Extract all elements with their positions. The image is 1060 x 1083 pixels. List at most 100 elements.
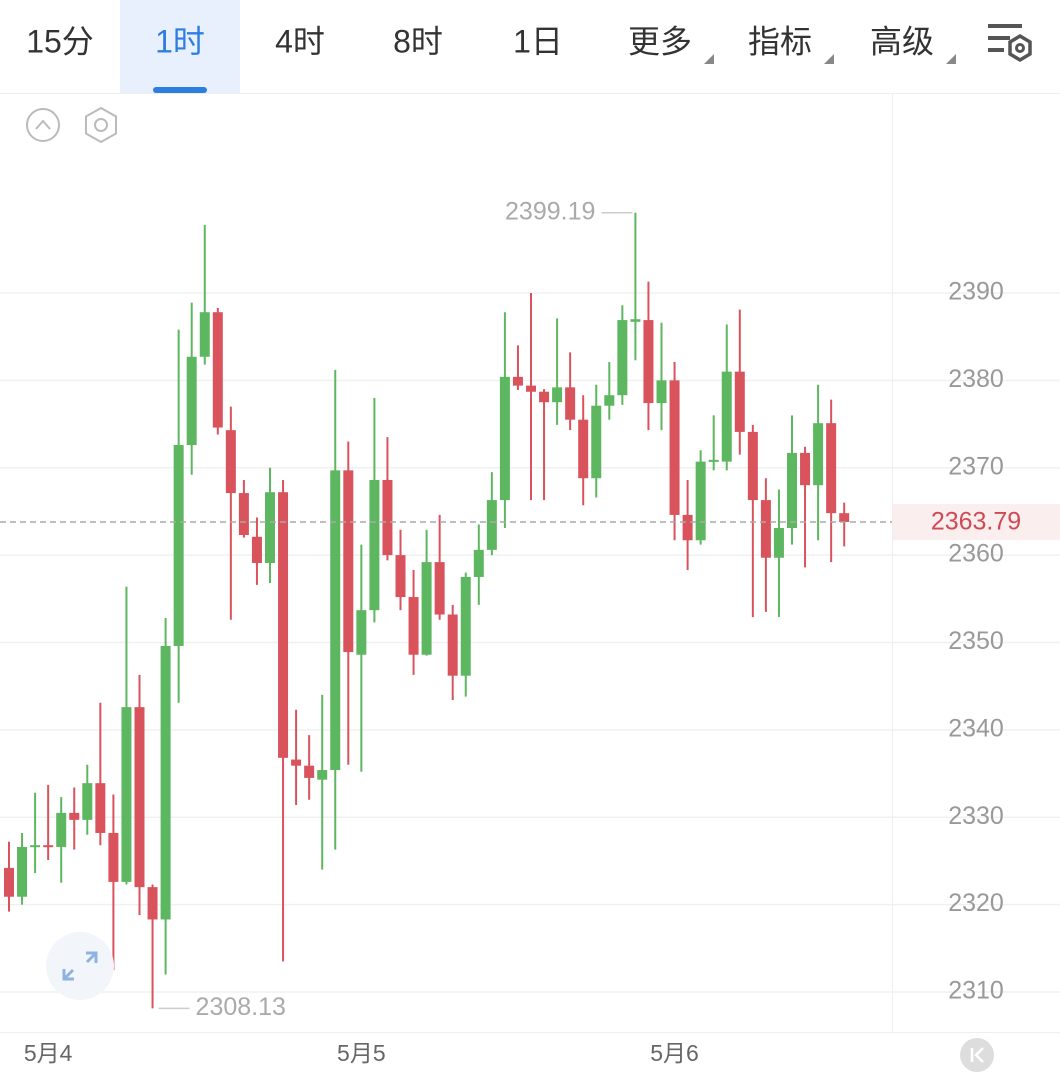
candle-body: [813, 423, 824, 486]
candle-body: [539, 391, 550, 403]
candle-body: [278, 492, 289, 758]
candle-body: [160, 645, 171, 920]
x-tick-label: 5月6: [650, 1040, 699, 1066]
candle-body: [591, 405, 602, 479]
tabs: 15分 1时 4时 8时 1日 更多 指标 高级: [26, 0, 956, 93]
candle-body: [199, 312, 210, 357]
candle-body: [134, 707, 145, 888]
tab[interactable]: 高级: [870, 23, 934, 59]
candle-body: [30, 845, 41, 848]
candle-body: [734, 371, 745, 432]
tab[interactable]: 1日: [513, 23, 563, 59]
y-tick-label: 2310: [948, 977, 1004, 1005]
candle-body: [304, 765, 315, 778]
candle-body: [82, 783, 93, 820]
candle-body: [669, 380, 680, 515]
y-tick-label: 2330: [948, 802, 1004, 830]
candle-body: [343, 470, 354, 653]
candle-body: [56, 812, 67, 847]
tab[interactable]: 4时: [275, 23, 325, 59]
candle-body: [486, 500, 497, 550]
candle-body: [682, 514, 693, 541]
candle-body: [695, 461, 706, 541]
y-tick-label: 2350: [948, 627, 1004, 655]
candle-body: [526, 385, 536, 392]
candle-body: [369, 479, 380, 611]
candle-body: [565, 387, 576, 420]
x-tick-label: 5月5: [337, 1040, 386, 1066]
x-tick-label: 5月4: [24, 1040, 73, 1066]
tab[interactable]: 1时: [155, 23, 205, 59]
max-label: 2399.19: [505, 197, 595, 225]
candle-body: [251, 536, 262, 563]
candle-body: [721, 371, 732, 462]
candle-body: [499, 376, 510, 501]
last-price-bg: [893, 503, 1060, 540]
candle-body: [460, 576, 471, 676]
candle-body: [147, 887, 158, 920]
dropdown-triangle: [824, 54, 834, 64]
candle-body: [617, 320, 628, 396]
candle-body: [291, 759, 302, 766]
candle-body: [69, 812, 80, 820]
tab[interactable]: 15分: [26, 23, 94, 59]
candle-body: [4, 867, 14, 897]
candle-body: [708, 459, 719, 462]
y-tick-label: 2360: [948, 540, 1004, 568]
dropdown-triangle: [704, 54, 714, 64]
candle-body: [839, 513, 850, 522]
candle-body: [578, 419, 589, 479]
candle-body: [787, 452, 797, 529]
candle-body: [656, 380, 667, 404]
dropdown-triangle: [946, 54, 956, 64]
candle-body: [604, 395, 615, 406]
candle-body: [43, 845, 54, 848]
candle-body: [473, 549, 484, 577]
active-tab-bg: [120, 0, 240, 93]
candle-body: [17, 846, 28, 897]
candle-body: [95, 783, 106, 833]
candle-body: [760, 500, 771, 558]
candle-body: [356, 610, 367, 655]
tab[interactable]: 8时: [393, 23, 443, 59]
y-tick-label: 2370: [948, 452, 1004, 480]
candle-body: [212, 312, 223, 428]
settings-icon[interactable]: [988, 24, 1032, 63]
settings-button[interactable]: [85, 106, 117, 144]
candle-body: [408, 597, 419, 655]
candle-body: [773, 528, 784, 558]
candle-body: [643, 320, 654, 404]
candle-body: [421, 562, 432, 655]
min-label: 2308.13: [196, 993, 286, 1021]
collapse-button[interactable]: [26, 108, 60, 142]
candle-body: [826, 423, 837, 514]
collapse-icon: [35, 119, 51, 130]
last-price-label: 2363.79: [931, 508, 1021, 536]
candle-body: [238, 493, 249, 536]
tab[interactable]: 更多: [628, 23, 692, 59]
candle-body: [434, 562, 445, 615]
candle-body: [265, 492, 275, 563]
candle-body: [747, 431, 758, 501]
scroll-end-icon: [970, 1047, 984, 1063]
candle-body: [173, 445, 184, 646]
fullscreen-icon: [62, 951, 98, 981]
candle-body: [108, 832, 119, 882]
active-tab-indicator: [153, 87, 207, 93]
fullscreen-button[interactable]: [46, 932, 114, 1000]
candle-body: [800, 452, 811, 486]
candle-body: [317, 770, 328, 780]
candle-body: [382, 479, 393, 556]
candle-body: [121, 707, 132, 882]
candle-body: [395, 555, 406, 598]
tab[interactable]: 指标: [748, 23, 812, 59]
y-tick-label: 2380: [948, 365, 1004, 393]
candle-body: [447, 614, 458, 676]
settings-dot: [94, 118, 108, 132]
candle-body: [512, 376, 523, 386]
candle-body: [225, 430, 236, 494]
y-tick-label: 2390: [948, 278, 1004, 306]
candle-body: [552, 387, 563, 403]
